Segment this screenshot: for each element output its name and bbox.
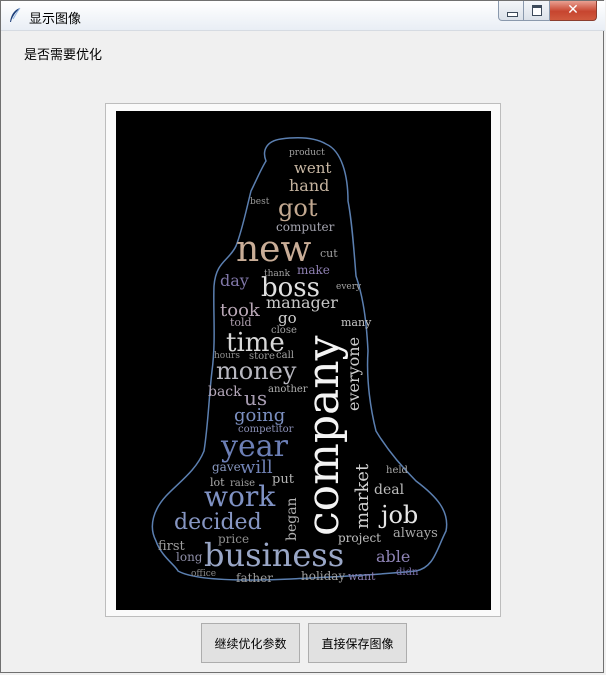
continue-optimize-button[interactable]: 继续优化参数 <box>201 623 300 663</box>
word-raise: raise <box>230 478 255 489</box>
word-thank: thank <box>264 269 291 279</box>
word-new: new <box>236 229 311 270</box>
word-best: best <box>250 197 270 207</box>
word-every: every <box>336 282 362 292</box>
word-want: want <box>348 570 376 583</box>
wordcloud-image: company business new year work decided boss mon… <box>116 111 491 610</box>
word-us: us <box>244 386 267 410</box>
word-put: put <box>272 472 295 487</box>
feather-icon <box>10 7 21 22</box>
word-back: back <box>208 384 242 400</box>
word-began: began <box>284 497 300 541</box>
word-day: day <box>220 271 249 290</box>
word-going: going <box>234 405 285 426</box>
word-market: market <box>352 463 373 529</box>
word-holiday: holiday <box>301 569 345 583</box>
word-make: make <box>297 263 330 277</box>
close-button[interactable]: ✕ <box>550 1 597 21</box>
word-always: always <box>393 526 438 541</box>
word-work: work <box>204 480 276 513</box>
word-able: able <box>376 547 410 566</box>
word-close: close <box>271 325 297 336</box>
save-image-button[interactable]: 直接保存图像 <box>308 623 407 663</box>
word-competitor: competitor <box>238 424 294 435</box>
word-project: project <box>338 531 381 545</box>
window-title: 显示图像 <box>29 12 82 27</box>
word-lot: lot <box>210 476 225 489</box>
word-job: job <box>378 501 418 529</box>
title-bar[interactable]: 显示图像 ✕ <box>1 1 605 31</box>
minimize-button[interactable] <box>498 1 524 21</box>
word-product: product <box>289 148 325 158</box>
optimize-prompt-label: 是否需要优化 <box>24 48 103 63</box>
word-father: father <box>236 571 273 585</box>
word-went: went <box>294 159 331 177</box>
word-first: first <box>158 539 186 554</box>
word-another: another <box>268 384 308 395</box>
word-decided: decided <box>174 510 262 535</box>
word-long: long <box>176 550 203 564</box>
word-price: price <box>218 532 249 546</box>
word-business: business <box>204 536 344 574</box>
word-company: company <box>298 335 349 536</box>
word-many: many <box>341 316 372 329</box>
word-store: store <box>249 351 275 362</box>
word-got: got <box>278 194 318 222</box>
word-hours: hours <box>214 351 240 361</box>
word-call: call <box>276 350 294 361</box>
word-year: year <box>220 429 289 464</box>
word-told: told <box>230 316 252 329</box>
word-money: money <box>216 357 297 385</box>
word-boss: boss <box>261 273 320 303</box>
word-time: time <box>226 328 285 358</box>
word-computer: computer <box>276 220 335 234</box>
maximize-button[interactable] <box>524 1 550 21</box>
word-deal: deal <box>374 482 405 498</box>
word-gave: gave <box>212 460 241 474</box>
word-office: office <box>191 569 216 579</box>
word-will: will <box>240 457 273 478</box>
word-cut: cut <box>320 247 338 260</box>
word-took: took <box>220 300 261 321</box>
word-everyone: everyone <box>344 337 363 411</box>
word-hand: hand <box>289 176 329 195</box>
word-go: go <box>278 309 297 327</box>
word-manager: manager <box>266 293 338 312</box>
word-didn: didn <box>396 567 419 578</box>
word-held: held <box>386 465 409 476</box>
close-icon: ✕ <box>567 2 579 18</box>
silhouette-outline <box>151 137 448 581</box>
